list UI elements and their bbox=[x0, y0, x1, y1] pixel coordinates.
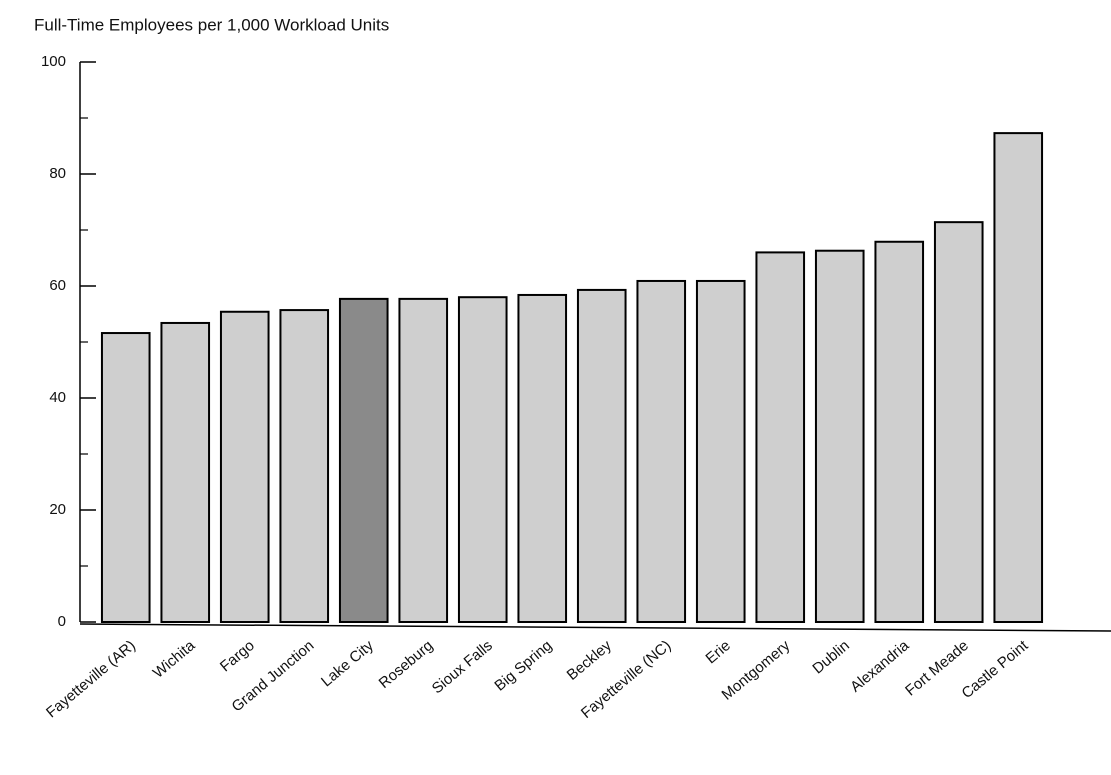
bar bbox=[755, 251, 806, 623]
bar bbox=[874, 240, 925, 623]
bar bbox=[814, 249, 865, 623]
y-tick-label: 0 bbox=[58, 613, 66, 630]
bar bbox=[279, 309, 330, 623]
bar bbox=[993, 132, 1044, 623]
y-tick-label: 80 bbox=[49, 165, 66, 182]
bar bbox=[398, 297, 449, 623]
x-tick-label: Wichita bbox=[150, 637, 199, 682]
y-tick-label: 40 bbox=[49, 389, 66, 406]
bar bbox=[576, 288, 627, 623]
bar bbox=[933, 221, 984, 623]
bar bbox=[219, 310, 270, 623]
bar bbox=[100, 332, 151, 623]
bar bbox=[338, 297, 389, 623]
y-tick-label: 60 bbox=[49, 277, 66, 294]
bar bbox=[160, 321, 211, 623]
bar bbox=[695, 279, 746, 623]
chart-title: Full-Time Employees per 1,000 Workload U… bbox=[34, 15, 389, 34]
y-tick-label: 100 bbox=[41, 53, 66, 70]
x-tick-label: Beckley bbox=[564, 637, 616, 684]
x-tick-label: Roseburg bbox=[376, 637, 437, 692]
x-axis bbox=[79, 623, 1111, 632]
y-tick-label: 20 bbox=[49, 501, 66, 518]
x-tick-label: Lake City bbox=[318, 637, 377, 691]
x-tick-label: Dublin bbox=[809, 637, 853, 677]
x-tick-label: Fargo bbox=[217, 637, 258, 675]
bar bbox=[457, 296, 508, 623]
x-tick-label: Sioux Falls bbox=[429, 637, 496, 697]
x-tick-label: Erie bbox=[703, 637, 734, 667]
bar bbox=[517, 293, 568, 623]
bar bbox=[636, 279, 687, 623]
x-tick-label: Fayetteville (AR) bbox=[43, 637, 139, 721]
x-tick-label: Big Spring bbox=[491, 637, 555, 695]
x-tick-label: Castle Point bbox=[958, 637, 1032, 703]
